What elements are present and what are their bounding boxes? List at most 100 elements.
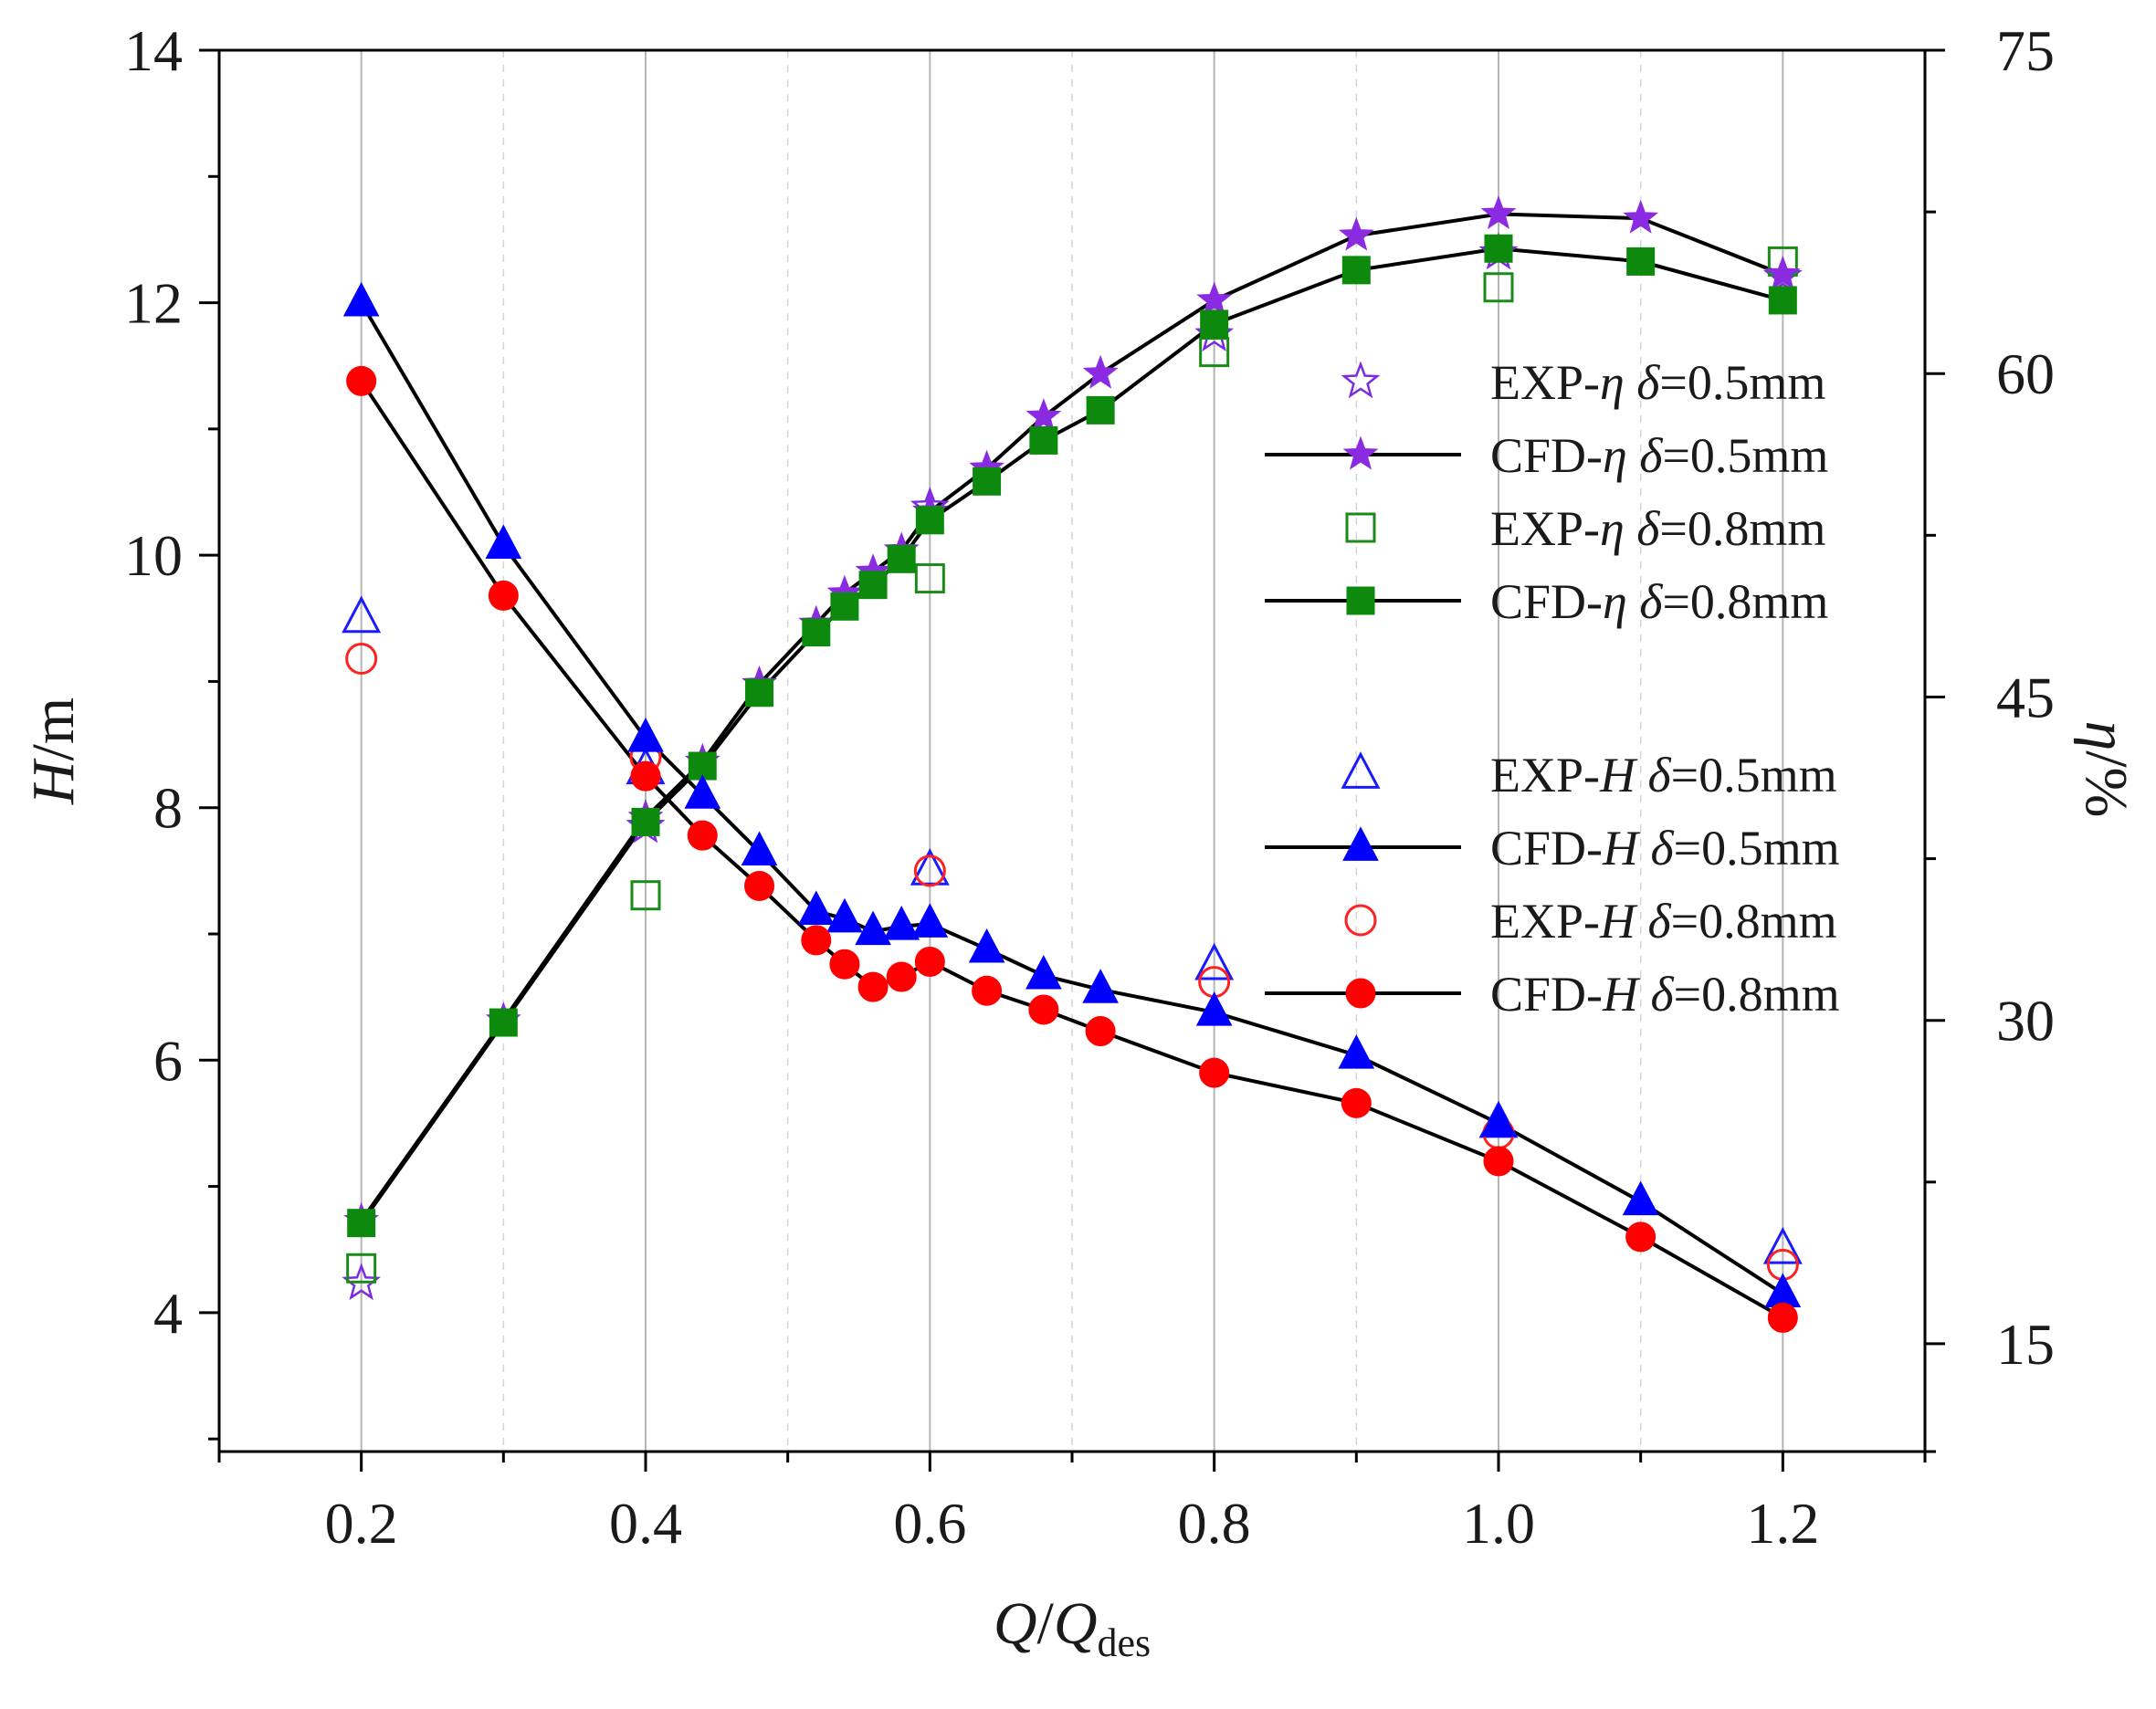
legend-label-symbol: η [1600, 355, 1625, 410]
y-left-tick-label: 14 [124, 18, 183, 83]
legend-label-value: =0.8mm [1662, 574, 1828, 629]
legend-label: EXP-η δ=0.8mm [1490, 501, 1825, 556]
data-point [1082, 969, 1119, 1003]
legend-label-suffix [1635, 894, 1648, 949]
legend-label-value: =0.5mm [1662, 428, 1828, 483]
data-point [886, 961, 917, 992]
data-point [826, 897, 863, 933]
data-point [347, 1209, 376, 1238]
y-left-axis-title-symbol: H [20, 758, 87, 805]
data-point [968, 928, 1005, 963]
legend-label-prefix: EXP- [1490, 355, 1600, 410]
legend-label-value: =0.5mm [1674, 821, 1840, 875]
data-point [346, 1253, 377, 1284]
data-point [1199, 1057, 1230, 1088]
legend-label-symbol: H [1599, 894, 1638, 949]
legend-label-suffix [1638, 967, 1651, 1022]
data-point [1622, 1180, 1659, 1216]
series-3-points [347, 234, 1797, 1238]
legend-label-value: =0.8mm [1674, 967, 1840, 1022]
legend-item: EXP-H δ=0.8mm [1344, 894, 1837, 949]
data-point [1341, 256, 1371, 285]
y-right-tick-label: 15 [1996, 1312, 2055, 1377]
data-point [1483, 1146, 1514, 1177]
legend-label-suffix [1627, 428, 1640, 483]
data-point [345, 643, 378, 676]
legend-label-suffix [1627, 574, 1640, 629]
data-point [972, 975, 1003, 1006]
legend-item: CFD-η δ=0.5mm [1265, 428, 1828, 483]
legend-label-symbol: η [1603, 574, 1627, 629]
y-right-tick-label: 30 [1996, 989, 2055, 1054]
data-point [741, 831, 778, 866]
y-left-tick-label: 8 [153, 776, 183, 841]
legend-item: CFD-η δ=0.8mm [1265, 574, 1828, 629]
data-point [1195, 991, 1233, 1026]
data-point [1341, 1087, 1372, 1118]
data-point [489, 1008, 518, 1037]
legend-label-symbol: η [1603, 428, 1627, 483]
legend-label-prefix: EXP- [1490, 501, 1600, 556]
legend-marker [1344, 904, 1377, 937]
data-point [910, 848, 950, 886]
y-left-axis-title: H/m [20, 697, 87, 805]
data-point [485, 524, 522, 559]
data-point [744, 870, 775, 901]
data-point [1194, 942, 1235, 980]
legend-label-symbol: H [1602, 821, 1641, 875]
legend-marker [1342, 435, 1379, 470]
data-point [627, 717, 664, 752]
legend-label: CFD-H δ=0.5mm [1490, 821, 1840, 875]
data-point [915, 506, 944, 535]
legend-label: CFD-η δ=0.5mm [1490, 428, 1828, 483]
legend-label-delta: δ [1651, 821, 1675, 875]
legend-label-symbol: H [1599, 748, 1638, 802]
data-point [1764, 1273, 1802, 1308]
data-point [801, 925, 832, 956]
legend-label-value: =0.8mm [1659, 501, 1825, 556]
series-5-points [342, 281, 1802, 1308]
data-point [1767, 1302, 1798, 1333]
data-point [883, 906, 920, 940]
legend-label-delta: δ [1639, 428, 1663, 483]
data-point [1196, 281, 1233, 316]
data-point [631, 807, 660, 836]
series-2-points [346, 246, 1798, 1284]
legend-label-suffix [1625, 355, 1637, 410]
x-tick-label: 0.8 [1178, 1491, 1251, 1556]
data-point [1200, 309, 1229, 339]
legend-label-delta: δ [1636, 355, 1660, 410]
data-point [1762, 1226, 1803, 1264]
data-point [1025, 954, 1062, 990]
y-right-tick-label: 60 [1996, 341, 2055, 406]
axes-layer: 0.2 0.4 0.6 0.8 1.0 1.2 4 6 8 10 12 14 15 30 45 60 75 [124, 18, 2055, 1556]
legend-label-prefix: EXP- [1490, 894, 1600, 949]
data-point [1085, 1016, 1116, 1046]
y-right-tick-label: 75 [1996, 18, 2055, 83]
x-axis-title-q2: Q [1054, 1590, 1098, 1657]
y-left-tick-label: 10 [124, 523, 183, 588]
y-left-tick-label: 12 [124, 271, 183, 336]
data-point [1028, 994, 1059, 1025]
data-point [887, 544, 916, 573]
legend-item: EXP-H δ=0.5mm [1341, 748, 1837, 802]
legend-label-delta: δ [1648, 748, 1672, 802]
legend-label-delta: δ [1651, 967, 1675, 1022]
series-layer [342, 195, 1803, 1333]
data-point [687, 820, 718, 851]
x-tick-label: 0.2 [325, 1491, 398, 1556]
legend-label-suffix [1638, 821, 1651, 875]
legend-label-prefix: CFD- [1490, 574, 1603, 629]
data-point [745, 678, 774, 708]
y-left-axis-title-unit: /m [20, 697, 87, 761]
legend-label-suffix [1635, 748, 1648, 802]
legend-label: CFD-η δ=0.8mm [1490, 574, 1828, 629]
data-point [911, 903, 949, 938]
x-tick-label: 0.4 [609, 1491, 682, 1556]
legend-marker [1341, 751, 1381, 789]
data-point [1029, 425, 1058, 455]
x-axis-title-q: Q [994, 1590, 1037, 1657]
legend-label-value: =0.5mm [1671, 748, 1837, 802]
legend-label-prefix: EXP- [1490, 748, 1600, 802]
data-point [858, 571, 888, 600]
